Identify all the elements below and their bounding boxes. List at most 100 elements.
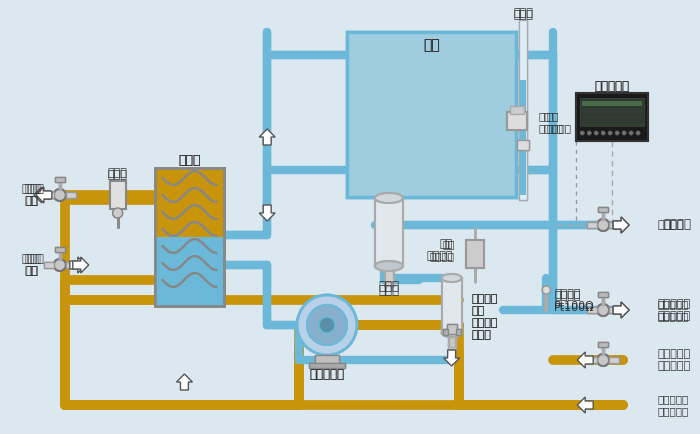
Text: 冷水器: 冷水器	[178, 154, 201, 167]
Bar	[609, 307, 619, 313]
Bar	[315, 355, 339, 363]
Bar	[155, 237, 224, 306]
Bar	[447, 337, 456, 349]
Bar	[576, 93, 648, 141]
Bar	[609, 357, 619, 363]
Circle shape	[113, 208, 122, 218]
Circle shape	[580, 131, 584, 135]
Bar	[587, 307, 597, 313]
Text: 循環ポンプ: 循環ポンプ	[309, 368, 344, 381]
Circle shape	[622, 131, 626, 135]
Text: 白金抵抗
Pt100Ω: 白金抵抗 Pt100Ω	[554, 291, 595, 313]
Bar	[580, 98, 644, 124]
Bar	[442, 278, 461, 333]
Polygon shape	[73, 257, 89, 273]
Polygon shape	[34, 187, 50, 203]
Bar	[609, 307, 619, 313]
Bar	[155, 168, 224, 237]
Bar	[375, 198, 402, 266]
Bar	[520, 80, 526, 195]
Text: 循環水入口
（水温高）: 循環水入口 （水温高）	[658, 394, 690, 416]
Bar	[44, 192, 54, 198]
Bar	[442, 329, 447, 335]
Bar	[155, 168, 224, 237]
Bar	[580, 98, 644, 126]
Text: 冷水器: 冷水器	[178, 154, 201, 167]
Text: 水位計: 水位計	[514, 8, 533, 18]
Text: 制水弁: 制水弁	[108, 168, 127, 178]
Circle shape	[594, 131, 598, 135]
Text: 白金抵抗
Pt100Ω: 白金抵抗 Pt100Ω	[554, 289, 595, 311]
Bar	[609, 357, 619, 363]
Bar	[598, 207, 608, 212]
Bar	[587, 357, 597, 363]
Polygon shape	[36, 187, 52, 203]
Ellipse shape	[442, 329, 461, 337]
Bar	[598, 292, 608, 297]
Text: 冷却水
出口: 冷却水 出口	[25, 184, 45, 206]
Polygon shape	[259, 129, 275, 145]
Circle shape	[307, 305, 347, 345]
Bar	[347, 32, 517, 197]
Bar	[55, 177, 65, 182]
Circle shape	[608, 131, 612, 135]
Bar	[582, 115, 642, 120]
Circle shape	[54, 189, 66, 201]
Text: 水槽: 水槽	[424, 38, 440, 52]
Circle shape	[615, 131, 619, 135]
Polygon shape	[259, 205, 275, 221]
Ellipse shape	[442, 274, 461, 282]
Bar	[315, 355, 339, 363]
Text: 圧力
スイッチ: 圧力 スイッチ	[426, 239, 453, 261]
Polygon shape	[70, 257, 85, 273]
Bar	[582, 109, 642, 114]
Bar	[598, 342, 608, 347]
Circle shape	[622, 131, 626, 135]
Bar	[582, 101, 642, 106]
Text: 循環水出口
（水温低）: 循環水出口 （水温低）	[658, 299, 691, 321]
Bar	[598, 207, 608, 212]
Circle shape	[54, 259, 66, 271]
Bar	[155, 168, 224, 306]
Circle shape	[608, 131, 612, 135]
Circle shape	[297, 295, 357, 355]
Circle shape	[597, 354, 609, 366]
Bar	[347, 32, 517, 197]
Bar	[576, 93, 648, 141]
Circle shape	[307, 305, 347, 345]
Bar	[44, 262, 54, 268]
Ellipse shape	[375, 261, 402, 271]
Bar	[44, 262, 54, 268]
Ellipse shape	[442, 329, 461, 337]
Ellipse shape	[442, 274, 461, 282]
Text: 水位計: 水位計	[514, 10, 533, 20]
Text: 純水器: 純水器	[378, 285, 399, 297]
Text: 水フィル
ター: 水フィル ター	[472, 294, 498, 316]
Bar	[384, 271, 394, 286]
Bar	[510, 106, 524, 114]
Bar	[66, 262, 76, 268]
Circle shape	[636, 131, 640, 135]
Bar	[44, 192, 54, 198]
Polygon shape	[578, 352, 593, 368]
Circle shape	[587, 131, 592, 135]
Bar	[587, 222, 597, 228]
Polygon shape	[578, 397, 593, 413]
Bar	[155, 237, 224, 306]
Text: 循環水入口
（水温高）: 循環水入口 （水温高）	[658, 349, 691, 371]
Circle shape	[580, 131, 584, 135]
Circle shape	[542, 286, 550, 294]
Bar	[508, 112, 527, 130]
Polygon shape	[176, 374, 193, 390]
Bar	[55, 247, 65, 252]
Circle shape	[54, 259, 66, 271]
Circle shape	[601, 131, 606, 135]
Bar	[66, 192, 76, 198]
Text: 水槽: 水槽	[424, 38, 440, 52]
Text: 水フィル
ター: 水フィル ター	[472, 294, 498, 316]
Bar	[582, 101, 642, 106]
Bar	[466, 240, 484, 268]
Circle shape	[587, 131, 592, 135]
Bar	[466, 240, 484, 268]
Text: 循環ポンプ: 循環ポンプ	[309, 368, 344, 381]
